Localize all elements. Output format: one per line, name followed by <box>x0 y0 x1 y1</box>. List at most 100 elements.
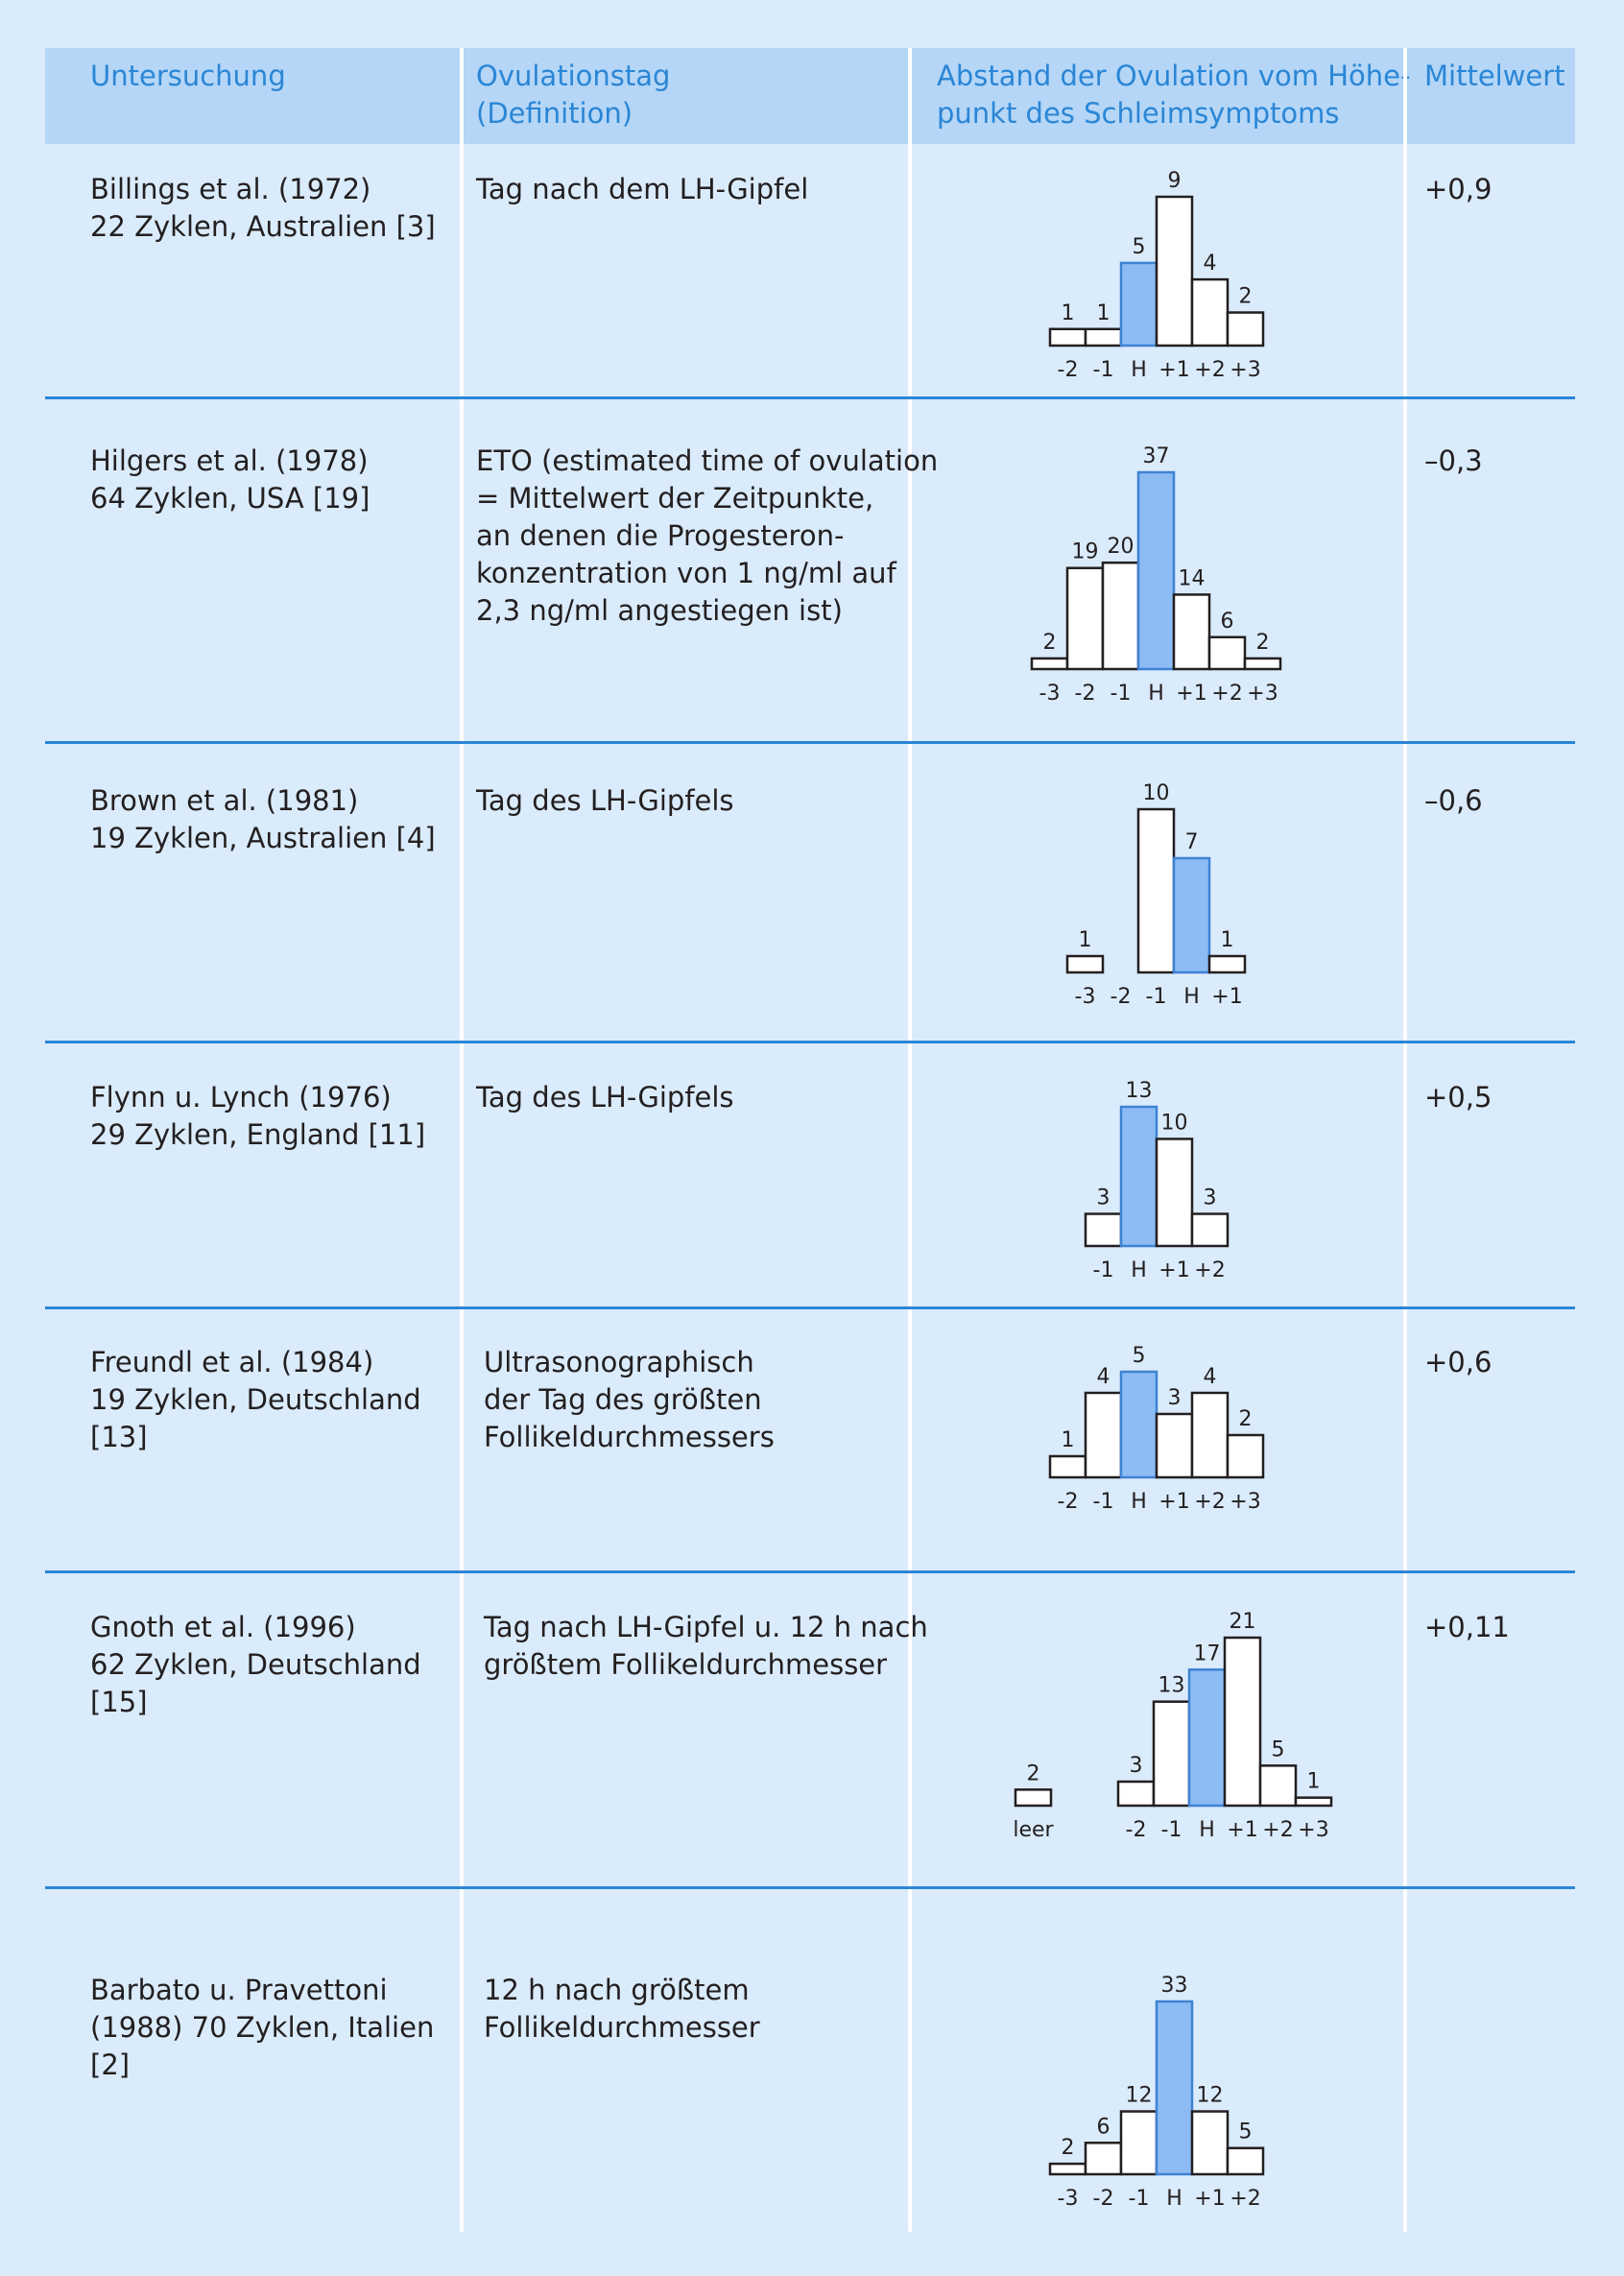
bar-value-label: 1 <box>1307 1770 1321 1794</box>
mean-value: –0,6 <box>1424 784 1483 817</box>
bar-value-label: 3 <box>1130 1754 1143 1778</box>
bar-value-label: 1 <box>1221 928 1234 952</box>
category-tick-label: +1 <box>1158 1258 1189 1282</box>
category-tick-label: +1 <box>1158 358 1189 382</box>
category-tick-label: H <box>1131 1258 1147 1282</box>
study-text: Freundl et al. (1984) 19 Zyklen, Deutsch… <box>90 1346 421 1453</box>
category-tick-label: H <box>1131 1490 1147 1514</box>
bar-value-label: 10 <box>1143 781 1170 805</box>
category-tick-label: H <box>1131 358 1147 382</box>
definition-text: 12 h nach größtem Follikeldurchmesser <box>484 1974 760 2044</box>
category-tick-label: -2 <box>1058 358 1079 382</box>
category-tick-label: +3 <box>1247 682 1278 706</box>
category-tick-label: -1 <box>1093 1490 1114 1514</box>
category-tick-label: +3 <box>1230 358 1260 382</box>
definition-text: Tag nach dem LH-Gipfel <box>476 173 809 205</box>
category-tick-label: leer <box>1013 1818 1054 1842</box>
histogram-bar <box>1152 1700 1191 1808</box>
histogram-bar <box>1119 1370 1158 1479</box>
histogram-bar <box>1226 311 1265 347</box>
category-tick-label: -3 <box>1039 682 1061 706</box>
bar-value-label: 5 <box>1133 1344 1146 1368</box>
histogram-bar <box>1155 1138 1194 1248</box>
definition-text: Tag des LH-Gipfels <box>476 1081 734 1114</box>
category-tick-label: -1 <box>1093 1258 1114 1282</box>
header-untersuchung: Untersuchung <box>90 60 286 92</box>
histogram-bar <box>1190 1212 1230 1248</box>
row-divider <box>45 1041 1575 1043</box>
histogram-bar <box>1119 261 1158 347</box>
definition-text: Tag nach LH-Gipfel u. 12 h nach größtem … <box>484 1611 928 1681</box>
histogram-bar <box>1172 856 1211 974</box>
histogram-bar <box>1190 277 1230 347</box>
bar-value-label: 2 <box>1027 1761 1040 1785</box>
category-tick-label: +3 <box>1298 1818 1328 1842</box>
category-tick-label: +2 <box>1194 358 1225 382</box>
category-tick-label: +2 <box>1211 682 1242 706</box>
bar-value-label: 4 <box>1097 1365 1111 1389</box>
histogram-bar <box>1084 2142 1123 2176</box>
bar-value-label: 5 <box>1239 2120 1253 2144</box>
category-tick-label: +2 <box>1194 1258 1225 1282</box>
category-tick-label: +2 <box>1262 1818 1293 1842</box>
histogram-bar <box>1048 2162 1087 2176</box>
header-mittelwert: Mittelwert <box>1424 60 1565 92</box>
histogram-bar <box>1136 470 1176 671</box>
category-tick-label: H <box>1166 2187 1182 2211</box>
study-text: Flynn u. Lynch (1976) 29 Zyklen, England… <box>90 1081 426 1151</box>
category-tick-label: H <box>1148 682 1164 706</box>
bar-value-label: 20 <box>1108 535 1134 559</box>
category-tick-label: -2 <box>1111 985 1132 1009</box>
bar-value-label: 2 <box>1043 631 1057 655</box>
row-divider <box>45 1886 1575 1889</box>
table-header <box>45 48 1575 144</box>
category-tick-label: -1 <box>1146 985 1167 1009</box>
bar-value-label: 3 <box>1168 1386 1182 1410</box>
category-tick-label: +3 <box>1230 1490 1260 1514</box>
category-tick-label: +2 <box>1194 1490 1225 1514</box>
category-tick-label: -1 <box>1129 2187 1150 2211</box>
study-text: Brown et al. (1981) 19 Zyklen, Australie… <box>90 784 436 854</box>
bar-value-label: 5 <box>1133 235 1146 259</box>
category-tick-label: -1 <box>1093 358 1114 382</box>
bar-value-label: 37 <box>1143 444 1170 468</box>
histogram-bar <box>1294 1796 1333 1808</box>
bar-value-label: 19 <box>1072 540 1099 564</box>
category-tick-label: +1 <box>1176 682 1206 706</box>
category-tick-label: -2 <box>1075 682 1096 706</box>
category-tick-label: +1 <box>1227 1818 1257 1842</box>
histogram-bar <box>1155 1412 1194 1479</box>
histogram-bar <box>1155 195 1194 347</box>
bar-value-label: 4 <box>1204 1365 1217 1389</box>
study-text: Barbato u. Pravettoni (1988) 70 Zyklen, … <box>90 1974 435 2081</box>
study-text: Billings et al. (1972) 22 Zyklen, Austra… <box>90 173 436 243</box>
header-ovulationstag: Ovulationstag (Definition) <box>476 60 671 130</box>
column-divider <box>908 48 912 2232</box>
category-tick-label: -3 <box>1075 985 1096 1009</box>
row-divider <box>45 1306 1575 1309</box>
histogram-bar <box>1207 635 1247 671</box>
bar-value-label: 33 <box>1161 1974 1188 1998</box>
histogram-bar <box>1226 1433 1265 1479</box>
category-tick-label: -3 <box>1058 2187 1079 2211</box>
bar-value-label: 21 <box>1230 1610 1256 1634</box>
definition-text: ETO (estimated time of ovulation = Mitte… <box>476 444 939 627</box>
histogram-bar <box>1172 593 1211 671</box>
category-tick-label: -2 <box>1058 1490 1079 1514</box>
bar-value-label: 13 <box>1158 1674 1185 1698</box>
histogram-bar <box>1226 2146 1265 2176</box>
column-divider <box>1403 48 1407 2232</box>
category-tick-label: -1 <box>1111 682 1132 706</box>
category-tick-label: H <box>1183 985 1200 1009</box>
histogram-bar <box>1065 566 1105 671</box>
histogram-bar <box>1155 2000 1194 2176</box>
bar-value-label: 12 <box>1197 2084 1224 2108</box>
mean-value: +0,9 <box>1424 173 1493 205</box>
